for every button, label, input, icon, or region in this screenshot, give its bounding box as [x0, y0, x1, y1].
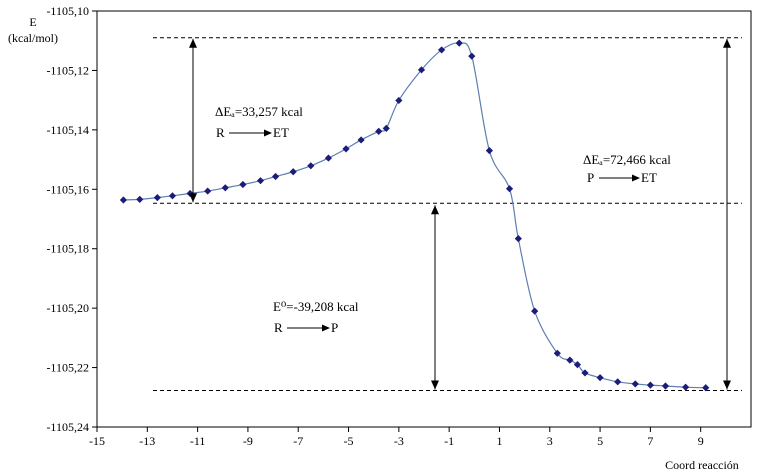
- forward-activation-arrow-head-bottom: [189, 193, 197, 203]
- data-point: [581, 369, 589, 377]
- data-point: [553, 349, 561, 357]
- x-tick-label: -11: [190, 434, 206, 448]
- x-axis-label: Coord reacción: [665, 458, 739, 472]
- data-point: [342, 145, 350, 153]
- y-tick-label: -1105,24: [46, 420, 89, 434]
- data-point: [596, 374, 604, 382]
- y-axis-label-symbol: E: [29, 15, 36, 29]
- x-tick-label: 5: [597, 434, 603, 448]
- data-point: [682, 383, 690, 391]
- x-tick-label: -9: [243, 434, 253, 448]
- data-point: [566, 356, 574, 364]
- data-point: [468, 52, 476, 60]
- annotation-ea-reverse: ΔEₐ=72,466 kcal: [583, 152, 671, 167]
- annotation-ea-forward-from: R: [216, 125, 225, 140]
- data-point: [514, 235, 522, 243]
- forward-activation-arrow-head-top: [189, 38, 197, 48]
- data-point: [136, 195, 144, 203]
- x-tick-label: -1: [444, 434, 454, 448]
- data-point: [661, 382, 670, 390]
- x-tick-label: 7: [647, 434, 653, 448]
- reaction-energy-arrow-head-top: [431, 205, 439, 215]
- data-point: [395, 96, 403, 105]
- data-points: [119, 39, 710, 392]
- data-point: [221, 184, 229, 192]
- data-point: [702, 384, 710, 392]
- data-point: [531, 307, 539, 315]
- axis-ticks: -15 -13 -11 -9 -7 -5 -3 -1 1 3 5 7 9-1105,10-1105,12…: [46, 4, 703, 448]
- data-point: [382, 124, 390, 132]
- x-tick-label: 9: [698, 434, 704, 448]
- reaction-energy-arrow-head-bottom: [431, 380, 439, 390]
- annotation-e0-from: R: [274, 320, 283, 335]
- data-point: [204, 187, 212, 195]
- annotation-ea-forward: ΔEₐ=33,257 kcal: [215, 104, 303, 119]
- annotation-ea-reverse-to: ET: [641, 170, 657, 185]
- reverse-activation-arrow-head-bottom: [723, 380, 731, 390]
- data-point: [614, 378, 622, 386]
- data-point: [119, 196, 128, 204]
- y-tick-label: -1105,10: [46, 4, 89, 18]
- annotation-ea-forward-arrowhead: [264, 129, 272, 137]
- x-tick-label: -3: [394, 434, 404, 448]
- x-tick-label: -7: [293, 434, 303, 448]
- y-tick-label: -1105,20: [46, 301, 89, 315]
- x-tick-label: 3: [547, 434, 553, 448]
- data-point: [289, 168, 297, 176]
- data-point: [168, 192, 177, 200]
- y-tick-label: -1105,22: [46, 361, 89, 375]
- x-tick-label: -15: [89, 434, 105, 448]
- data-point: [324, 154, 333, 162]
- x-tick-label: -5: [344, 434, 354, 448]
- data-point: [631, 380, 639, 388]
- y-tick-label: -1105,12: [46, 63, 89, 77]
- energy-arrows: [189, 38, 731, 390]
- data-point: [239, 180, 247, 189]
- data-point: [646, 381, 654, 389]
- reverse-activation-arrow-head-top: [723, 38, 731, 48]
- reference-lines: [153, 37, 742, 391]
- data-point: [256, 177, 265, 185]
- data-point: [375, 127, 383, 135]
- annotation-e0-to: P: [331, 320, 338, 335]
- x-tick-label: 1: [496, 434, 502, 448]
- plot-frame: [96, 10, 752, 428]
- annotation-ea-reverse-from: P: [587, 170, 594, 185]
- data-point: [357, 136, 365, 144]
- data-point: [438, 46, 446, 54]
- x-tick-label: -13: [139, 434, 155, 448]
- data-point: [153, 194, 161, 202]
- y-tick-label: -1105,18: [46, 242, 89, 256]
- annotation-ea-forward-to: ET: [273, 125, 289, 140]
- data-point: [455, 39, 463, 47]
- y-axis-label-unit: (kcal/mol): [8, 31, 58, 45]
- energy-curve: [123, 42, 706, 389]
- data-point: [417, 66, 426, 74]
- data-point: [485, 147, 493, 155]
- y-tick-label: -1105,14: [46, 123, 89, 137]
- data-point: [307, 162, 315, 170]
- data-point: [573, 361, 582, 369]
- y-tick-label: -1105,16: [46, 182, 89, 196]
- annotation-e0: E⁰=-39,208 kcal: [273, 299, 359, 314]
- annotation-e0-arrowhead: [322, 324, 330, 332]
- data-point: [505, 185, 514, 193]
- annotation-ea-reverse-arrowhead: [632, 174, 640, 182]
- data-point: [271, 172, 280, 181]
